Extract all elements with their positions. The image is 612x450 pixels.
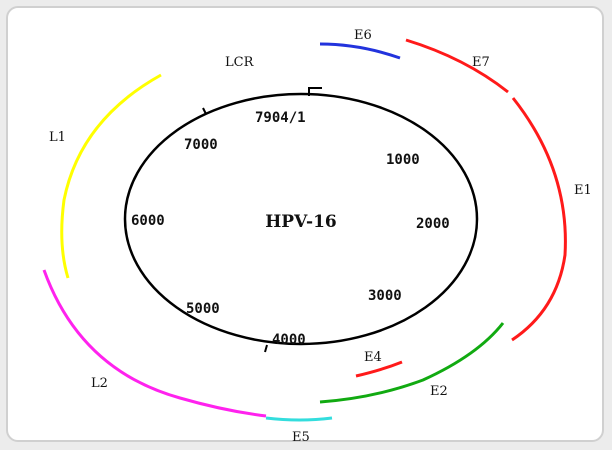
- gene-label-l1: L1: [49, 130, 66, 145]
- gene-arc-e6: [319, 42, 401, 60]
- tick-label-3000: 3000: [368, 288, 402, 304]
- tick-label-4000: 4000: [272, 332, 306, 348]
- lcr-tick: [202, 107, 207, 115]
- lcr-label: LCR: [225, 55, 255, 70]
- gene-label-e2: E2: [430, 384, 448, 399]
- gene-label-l2: L2: [91, 376, 108, 391]
- genome-circle: [123, 92, 479, 346]
- gene-label-e5: E5: [292, 430, 310, 445]
- tick-label-7000: 7000: [184, 137, 218, 153]
- circle-tick-bottom: [264, 344, 268, 353]
- gene-arc-e1: [511, 97, 567, 342]
- gene-arc-l2: [42, 269, 267, 418]
- genome-title: HPV-16: [265, 212, 337, 232]
- origin-marker: [308, 87, 322, 96]
- gene-arc-e2: [319, 322, 505, 404]
- gene-label-e7: E7: [472, 55, 490, 70]
- tick-label-1000: 1000: [386, 152, 420, 168]
- figure-frame: [6, 6, 604, 442]
- gene-arc-e7: [405, 38, 509, 94]
- gene-label-e6: E6: [354, 28, 372, 43]
- gene-arc-e5: [265, 416, 333, 422]
- gene-label-e1: E1: [574, 183, 592, 198]
- tick-label-7904: 7904/1: [255, 110, 306, 126]
- gene-arc-e4: [355, 360, 403, 378]
- gene-label-e4: E4: [364, 350, 382, 365]
- tick-label-2000: 2000: [416, 216, 450, 232]
- tick-label-5000: 5000: [186, 301, 220, 317]
- tick-label-6000: 6000: [131, 213, 165, 229]
- gene-arc-l1: [60, 73, 162, 279]
